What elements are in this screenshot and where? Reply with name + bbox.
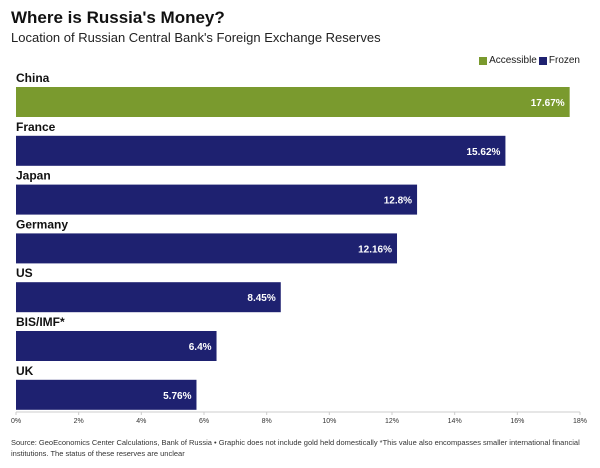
- value-label-china: 17.67%: [531, 98, 565, 109]
- category-label-us: US: [16, 266, 33, 280]
- x-tick-label: 12%: [385, 418, 399, 425]
- x-tick-label: 6%: [199, 418, 209, 425]
- legend-swatch-accessible: [479, 56, 488, 65]
- chart-subtitle: Location of Russian Central Bank's Forei…: [11, 30, 381, 45]
- x-tick-label: 4%: [136, 418, 146, 425]
- bar-japan: [16, 184, 418, 215]
- bar-uk: [16, 379, 197, 410]
- legend-item-accessible: Accessible: [479, 55, 537, 66]
- category-label-uk: UK: [16, 364, 34, 378]
- bar-chart: China 17.67% France 15.62% Japan 12.8% Germany…: [11, 71, 587, 425]
- category-label-japan: Japan: [16, 169, 51, 183]
- bar-germany: [16, 233, 398, 264]
- chart-title: Where is Russia's Money?: [11, 8, 225, 27]
- bar-france: [16, 135, 506, 166]
- value-label-us: 8.45%: [247, 293, 275, 304]
- x-tick-label: 2%: [74, 418, 84, 425]
- bar-bis-imf: [16, 331, 217, 361]
- legend-label-frozen: Frozen: [548, 55, 580, 66]
- x-tick-label: 10%: [322, 418, 336, 425]
- category-label-bis-imf: BIS/IMF*: [16, 315, 65, 329]
- x-tick-label: 16%: [510, 418, 524, 425]
- legend: Accessible Frozen: [479, 55, 580, 66]
- value-label-germany: 12.16%: [358, 244, 392, 255]
- bar-us: [16, 282, 281, 313]
- value-label-bis-imf: 6.4%: [189, 342, 212, 353]
- x-tick-label: 14%: [448, 418, 462, 425]
- value-label-uk: 5.76%: [163, 391, 191, 402]
- legend-label-accessible: Accessible: [489, 55, 537, 66]
- x-tick-label: 18%: [573, 418, 587, 425]
- x-tick-label: 8%: [262, 418, 272, 425]
- value-label-japan: 12.8%: [384, 196, 412, 207]
- category-label-france: France: [16, 120, 56, 134]
- legend-swatch-frozen: [538, 56, 547, 65]
- value-label-france: 15.62%: [467, 147, 501, 158]
- category-label-china: China: [16, 71, 50, 85]
- x-tick-label: 0%: [11, 418, 21, 425]
- bar-china: [16, 87, 570, 117]
- source-note: Source: GeoEconomics Center Calculations…: [11, 438, 580, 458]
- legend-item-frozen: Frozen: [538, 55, 580, 66]
- category-label-germany: Germany: [16, 217, 68, 231]
